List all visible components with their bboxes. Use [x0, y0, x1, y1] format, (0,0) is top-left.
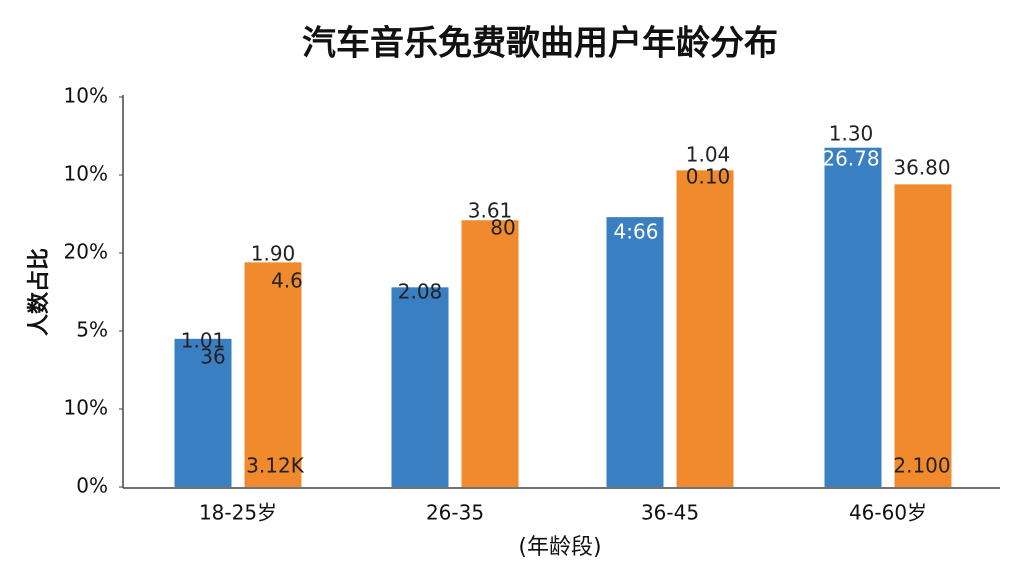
- annotation: 1.30: [829, 122, 874, 146]
- bar: [606, 217, 664, 487]
- annotation: 80: [490, 216, 515, 240]
- y-tick-label: 0%: [76, 474, 108, 498]
- annotation: 4:66: [614, 220, 659, 244]
- y-tick-label: 20%: [64, 240, 108, 264]
- y-tick-label: 10%: [64, 396, 108, 420]
- annotation: 36.80: [893, 156, 950, 180]
- bar: [894, 184, 952, 488]
- chart-title: 汽车音乐免费歌曲用户年龄分布: [302, 24, 778, 64]
- x-tick-label: 46-60岁: [849, 501, 927, 525]
- x-axis-label: (年龄段): [518, 535, 601, 560]
- annotation: 2.100: [893, 454, 950, 478]
- x-tick-label: 36-45: [641, 501, 699, 525]
- y-axis-label: 人数占比: [26, 248, 52, 336]
- bar: [461, 220, 519, 488]
- annotation: 2.08: [398, 280, 443, 304]
- annotation: 1.04: [686, 143, 731, 167]
- annotation: 4.6: [271, 269, 303, 293]
- bar: [391, 287, 449, 487]
- y-tick-label: 10%: [64, 84, 108, 108]
- annotation: 3.12K: [246, 454, 305, 478]
- x-tick-label: 18-25岁: [199, 501, 277, 525]
- annotation: 0.10: [686, 165, 731, 189]
- annotation: 1.90: [251, 242, 296, 266]
- y-tick-label: 10%: [64, 162, 108, 186]
- annotation: 3.61: [468, 199, 513, 223]
- bar: [244, 262, 302, 487]
- y-tick-label: 5%: [76, 318, 108, 342]
- bar: [676, 170, 734, 487]
- x-tick-label: 26-35: [426, 501, 484, 525]
- bar: [174, 338, 232, 487]
- bar: [824, 147, 882, 487]
- annotation: 1.01: [181, 329, 226, 353]
- annotation: 36: [200, 345, 225, 369]
- annotation: 26.78: [822, 147, 879, 171]
